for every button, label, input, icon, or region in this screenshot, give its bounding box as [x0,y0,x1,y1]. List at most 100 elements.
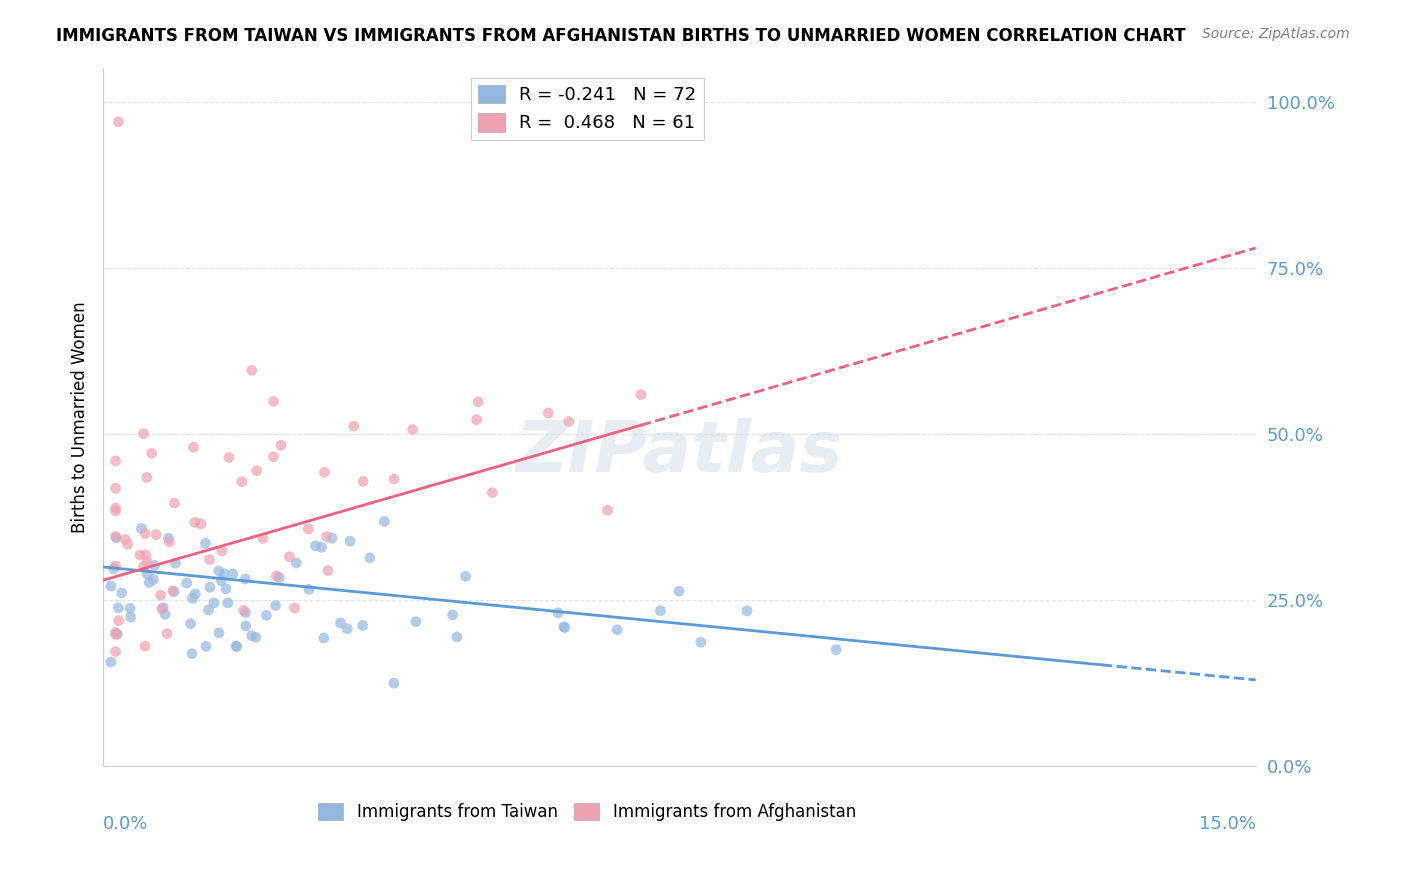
Text: Source: ZipAtlas.com: Source: ZipAtlas.com [1202,27,1350,41]
Point [143,558,166,573]
Legend: Immigrants from Taiwan, Immigrants from Afghanistan: Immigrants from Taiwan, Immigrants from … [312,797,863,828]
Point [183,515,205,529]
Point [547,606,569,620]
Point [120,610,142,624]
Point [165,556,187,570]
Point [316,564,339,578]
Point [441,607,464,622]
Point [304,539,326,553]
Point [263,394,285,409]
Point [107,114,129,128]
Point [181,647,204,661]
Text: ZIPatlas: ZIPatlas [516,417,844,487]
Point [104,504,127,518]
Point [401,423,423,437]
Point [114,533,136,547]
Point [132,426,155,441]
Point [245,630,267,644]
Point [465,412,488,426]
Point [149,588,172,602]
Point [214,566,236,581]
Point [454,569,477,583]
Point [269,570,291,584]
Point [120,601,142,615]
Point [156,626,179,640]
Point [235,606,257,620]
Point [197,603,219,617]
Point [111,586,134,600]
Point [278,549,301,564]
Point [198,552,221,566]
Point [315,530,337,544]
Point [198,580,221,594]
Point [150,602,173,616]
Point [405,615,427,629]
Point [446,630,468,644]
Text: 0.0%: 0.0% [103,815,149,833]
Point [141,446,163,460]
Point [825,642,848,657]
Point [217,596,239,610]
Point [245,464,267,478]
Point [262,450,284,464]
Point [180,616,202,631]
Point [343,419,366,434]
Point [135,548,157,562]
Point [104,558,127,573]
Point [352,618,374,632]
Point [162,583,184,598]
Point [195,640,218,654]
Point [163,496,186,510]
Point [668,584,690,599]
Point [266,569,288,583]
Point [235,619,257,633]
Point [104,625,127,640]
Point [298,582,321,597]
Point [104,627,127,641]
Point [336,622,359,636]
Point [163,584,186,599]
Point [104,481,127,495]
Point [329,615,352,630]
Point [142,573,165,587]
Point [352,475,374,489]
Point [467,394,489,409]
Text: IMMIGRANTS FROM TAIWAN VS IMMIGRANTS FROM AFGHANISTAN BIRTHS TO UNMARRIED WOMEN : IMMIGRANTS FROM TAIWAN VS IMMIGRANTS FRO… [56,27,1185,45]
Point [159,535,181,549]
Point [134,639,156,653]
Point [208,564,231,578]
Point [134,526,156,541]
Point [321,531,343,545]
Point [138,575,160,590]
Point [104,529,127,543]
Point [297,522,319,536]
Point [100,579,122,593]
Point [184,587,207,601]
Point [359,550,381,565]
Point [211,544,233,558]
Point [208,625,231,640]
Point [312,631,335,645]
Point [382,676,405,690]
Point [136,555,159,569]
Point [107,614,129,628]
Point [176,576,198,591]
Text: 15.0%: 15.0% [1199,815,1256,833]
Point [689,635,711,649]
Point [183,440,205,454]
Point [202,596,225,610]
Point [233,572,256,586]
Point [194,536,217,550]
Point [240,629,263,643]
Point [117,537,139,551]
Point [553,620,575,634]
Point [596,503,619,517]
Point [630,387,652,401]
Point [209,574,232,588]
Point [252,532,274,546]
Point [314,466,336,480]
Point [222,566,245,581]
Point [104,501,127,516]
Point [339,534,361,549]
Point [190,516,212,531]
